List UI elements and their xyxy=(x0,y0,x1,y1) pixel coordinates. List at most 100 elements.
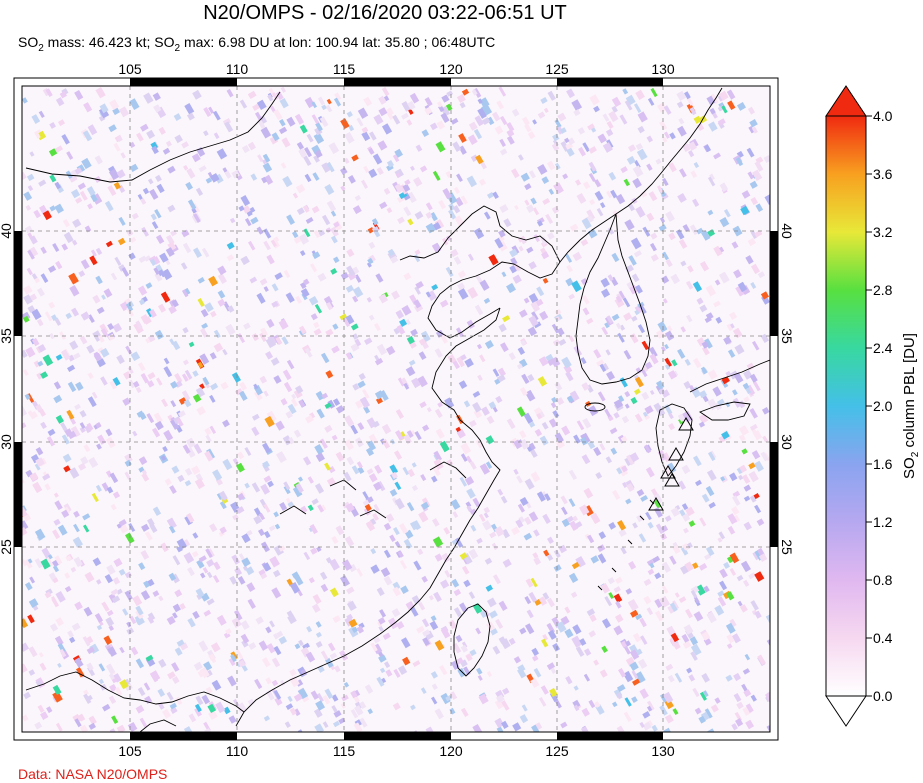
so2-pixel xyxy=(723,561,730,569)
so2-pixel xyxy=(476,343,483,350)
so2-pixel xyxy=(345,502,355,513)
so2-pixel xyxy=(241,533,251,544)
so2-pixel xyxy=(352,295,359,303)
lat-label: 25 xyxy=(779,539,795,555)
so2-pixel xyxy=(644,361,653,370)
so2-pixel xyxy=(642,226,651,237)
so2-pixel xyxy=(580,726,590,732)
so2-pixel xyxy=(575,646,585,657)
so2-pixel xyxy=(109,728,118,732)
so2-pixel xyxy=(547,90,556,101)
so2-pixel xyxy=(639,617,647,628)
so2-pixel xyxy=(527,326,538,337)
so2-pixel xyxy=(642,722,652,731)
so2-pixel xyxy=(100,328,109,338)
so2-pixel xyxy=(61,509,70,518)
so2-pixel xyxy=(511,108,520,117)
so2-pixel xyxy=(589,199,596,206)
so2-pixel xyxy=(661,585,669,594)
so2-pixel xyxy=(660,533,668,541)
lat-label: 25 xyxy=(0,539,14,555)
so2-pixel xyxy=(181,373,189,382)
so2-pixel xyxy=(433,458,444,470)
so2-pixel xyxy=(528,511,539,522)
so2-pixel xyxy=(313,155,320,163)
so2-pixel xyxy=(715,316,723,324)
so2-pixel xyxy=(386,107,394,116)
so2-pixel xyxy=(743,484,752,492)
so2-pixel xyxy=(227,305,235,313)
so2-pixel xyxy=(299,250,306,257)
so2-pixel xyxy=(350,424,359,435)
so2-pixel xyxy=(392,527,400,536)
so2-pixel xyxy=(38,110,45,119)
so2-pixel xyxy=(46,706,53,714)
so2-pixel xyxy=(237,492,245,501)
so2-pixel xyxy=(315,621,322,628)
so2-pixel xyxy=(596,207,604,217)
so2-pixel xyxy=(689,636,699,646)
so2-pixel xyxy=(258,528,265,537)
so2-pixel xyxy=(699,304,708,313)
so2-pixel xyxy=(325,557,332,564)
so2-pixel xyxy=(258,640,269,651)
so2-pixel xyxy=(683,624,694,635)
so2-pixel xyxy=(512,274,522,284)
so2-pixel xyxy=(674,592,680,598)
so2-pixel xyxy=(249,276,258,284)
so2-pixel xyxy=(590,512,601,525)
so2-pixel xyxy=(111,715,119,724)
so2-pixel xyxy=(489,610,498,619)
so2-pixel xyxy=(699,517,707,527)
so2-pixel xyxy=(491,542,498,551)
so2-pixel xyxy=(407,100,416,111)
so2-pixel xyxy=(22,714,29,722)
so2-pixel xyxy=(514,204,519,211)
so2-pixel xyxy=(746,362,755,371)
so2-pixel xyxy=(710,704,719,713)
so2-pixel xyxy=(720,476,726,482)
so2-pixel xyxy=(376,676,385,687)
so2-pixel xyxy=(279,97,289,109)
so2-pixel xyxy=(37,287,45,297)
so2-pixel xyxy=(549,687,558,698)
so2-pixel xyxy=(568,335,575,343)
so2-pixel xyxy=(468,548,479,560)
so2-pixel xyxy=(531,311,539,321)
so2-pixel xyxy=(453,256,462,265)
so2-pixel xyxy=(251,413,260,421)
so2-pixel xyxy=(572,624,582,635)
so2-pixel xyxy=(326,200,337,212)
so2-pixel xyxy=(344,439,354,451)
so2-pixel xyxy=(425,211,433,219)
so2-pixel xyxy=(315,122,323,132)
so2-pixel xyxy=(692,687,700,698)
so2-pixel xyxy=(456,429,466,439)
so2-pixel xyxy=(37,704,45,713)
so2-pixel xyxy=(209,382,219,391)
so2-pixel xyxy=(348,124,355,132)
so2-pixel xyxy=(612,489,621,500)
so2-pixel xyxy=(717,537,723,543)
so2-pixel xyxy=(331,434,338,441)
so2-pixel xyxy=(299,325,307,335)
so2-pixel xyxy=(581,382,590,391)
so2-pixel xyxy=(236,506,245,514)
so2-pixel xyxy=(237,333,246,344)
so2-pixel xyxy=(600,582,611,594)
so2-pixel xyxy=(340,118,350,129)
so2-pixel xyxy=(434,408,443,418)
so2-pixel xyxy=(273,544,285,556)
so2-pixel xyxy=(391,471,398,480)
so2-pixel xyxy=(424,97,433,107)
so2-pixel xyxy=(383,549,391,559)
so2-pixel xyxy=(433,450,443,462)
so2-pixel xyxy=(483,297,491,304)
so2-pixel xyxy=(191,153,201,163)
so2-pixel xyxy=(364,503,372,512)
so2-pixel xyxy=(294,643,301,650)
so2-pixel xyxy=(67,430,77,440)
so2-pixel xyxy=(519,387,528,397)
so2-pixel xyxy=(44,311,53,322)
so2-pixel xyxy=(151,427,161,438)
